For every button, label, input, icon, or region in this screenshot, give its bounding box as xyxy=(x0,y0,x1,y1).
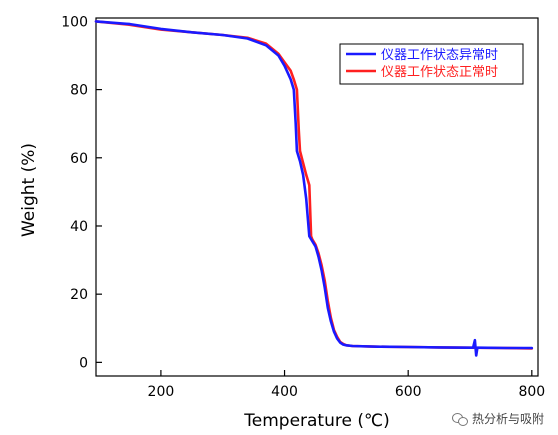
x-tick-label: 400 xyxy=(271,384,298,400)
y-tick-label: 20 xyxy=(70,287,88,303)
watermark-text: 热分析与吸附 xyxy=(471,412,544,426)
y-tick-label: 0 xyxy=(79,355,88,371)
y-tick-label: 60 xyxy=(70,151,88,167)
x-axis-title: Temperature (℃) xyxy=(243,411,389,431)
watermark: 热分析与吸附 xyxy=(451,410,544,427)
y-tick-label: 40 xyxy=(70,219,88,235)
plot-frame xyxy=(95,17,539,377)
y-tick-label: 80 xyxy=(70,83,88,99)
x-tick-label: 200 xyxy=(148,384,175,400)
y-axis-title: Weight (%) xyxy=(19,143,39,237)
x-tick-label: 800 xyxy=(518,384,545,400)
x-tick-label: 600 xyxy=(395,384,422,400)
tick-layer: 200 400 600 800 0 20 40 60 80 100 xyxy=(61,14,545,400)
series-layer xyxy=(94,20,534,357)
series-line-0 xyxy=(94,20,534,357)
legend-box xyxy=(339,43,524,85)
legend-label-1: 仪器工作状态正常时 xyxy=(381,65,498,80)
wechat-icon xyxy=(451,412,468,426)
y-tick-label: 100 xyxy=(61,14,88,30)
legend-label-0: 仪器工作状态异常时 xyxy=(381,48,498,63)
